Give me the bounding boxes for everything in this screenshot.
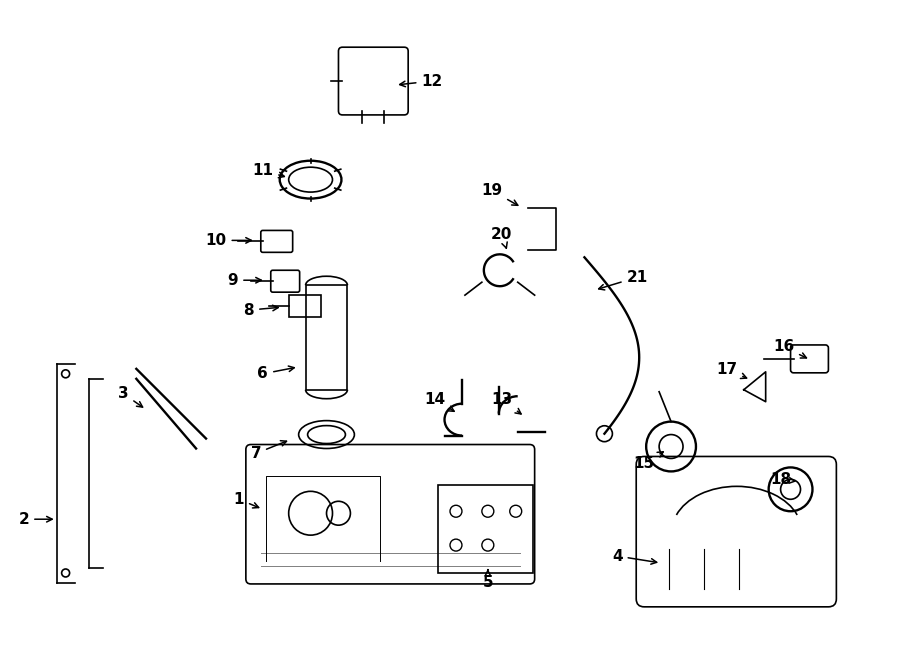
Bar bbox=[306, 285, 347, 390]
Text: 8: 8 bbox=[244, 303, 278, 318]
Text: 13: 13 bbox=[491, 392, 521, 414]
Text: 10: 10 bbox=[205, 233, 251, 248]
Text: 21: 21 bbox=[598, 269, 648, 290]
Text: 11: 11 bbox=[252, 163, 284, 178]
Text: 7: 7 bbox=[250, 441, 286, 461]
Text: 5: 5 bbox=[482, 570, 493, 591]
Text: 14: 14 bbox=[425, 392, 454, 411]
Text: 3: 3 bbox=[118, 386, 142, 407]
Bar bbox=[438, 485, 533, 573]
Text: 20: 20 bbox=[491, 227, 512, 248]
Text: 9: 9 bbox=[228, 273, 261, 288]
Text: 1: 1 bbox=[234, 492, 258, 508]
Text: 18: 18 bbox=[770, 472, 795, 487]
Text: 4: 4 bbox=[612, 549, 657, 564]
Bar bbox=[289, 295, 320, 317]
Text: 12: 12 bbox=[400, 73, 443, 89]
Text: 2: 2 bbox=[18, 512, 52, 527]
Text: 16: 16 bbox=[773, 340, 806, 358]
Text: 17: 17 bbox=[716, 362, 747, 379]
Text: 19: 19 bbox=[482, 183, 517, 205]
Text: 6: 6 bbox=[257, 366, 294, 381]
Text: 15: 15 bbox=[634, 452, 663, 471]
